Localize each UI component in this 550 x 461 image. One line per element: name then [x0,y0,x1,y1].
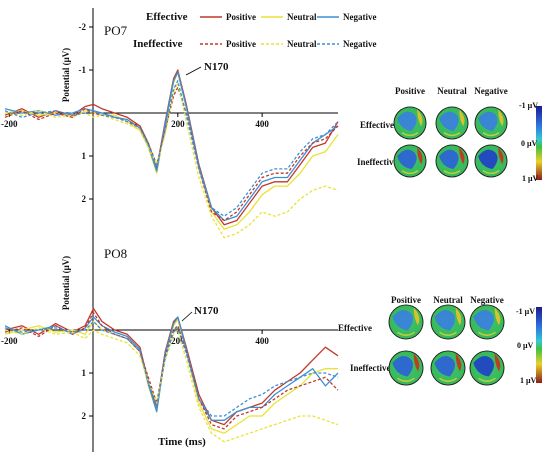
series-po7-ineffective-positive [4,86,339,222]
x-tick-label-po7: 400 [255,119,269,129]
n170-label-po8: N170 [194,305,219,317]
y-axis-title-po8: Potential (μV) [61,256,71,310]
topo-po7-scale-neg1: -1 μV [519,101,538,110]
topo-po8-scale-zero: 0 μV [517,341,534,350]
n170-arrow-po7 [185,66,202,76]
topomap-head-po7 [393,106,427,140]
series-po8-ineffective-neutral [4,327,339,443]
legend-ineffective-negative: Negative [343,39,377,49]
legend-effective-negative: Negative [343,12,377,22]
topomap-head-po8 [469,304,505,340]
series-po8-ineffective-positive [4,312,339,430]
x-axis-title: Time (ms) [158,436,206,448]
topo-po7-col-positive: Positive [395,86,425,96]
topomap-head-po8 [388,350,424,386]
x-tick-label-po8: 400 [255,336,269,346]
topo-po8-colorbar [536,307,542,383]
series-po7-ineffective-neutral [4,82,339,239]
topomap-panel-po7: Positive Neutral Negative Effective Inef… [357,86,542,183]
legend-effective-label: Effective [146,11,188,23]
topo-po8-col-negative: Negative [470,295,504,305]
y-tick-label-po7: -2 [79,22,87,32]
x-tick-label-po7: -200 [1,119,18,129]
series-po8-effective-negative [4,316,339,421]
y-tick-label-po8: 2 [82,411,87,421]
topomap-head-po8 [430,350,466,386]
channel-label-po7: PO7 [104,23,128,38]
legend-effective-neutral: Neutral [287,12,317,22]
topo-po8-scale-neg1: -1 μV [516,307,535,316]
channel-label-po8: PO8 [104,246,127,261]
topo-po7-colorbar [536,106,542,180]
topo-po7-row-effective: Effective [360,120,394,130]
topo-po7-row-ineffective: Ineffective [357,157,397,167]
topomap-head-po7 [474,106,508,140]
x-tick-label-po8: 200 [171,336,185,346]
series-po7-effective-positive [4,69,339,226]
topo-po8-col-positive: Positive [391,295,421,305]
y-tick-label-po7: -1 [79,65,87,75]
topo-po8-col-neutral: Neutral [433,295,463,305]
po8-baseline-effective-label: Effective [338,323,372,333]
y-axis-title-po7: Potential (μV) [61,48,71,102]
series-po7-effective-negative [4,71,339,222]
y-tick-label-po8: 1 [82,368,87,378]
topo-po7-scale-pos1: 1 μV [522,174,539,183]
n170-arrow-po8 [181,311,193,322]
series-po8-ineffective-negative [4,320,339,417]
y-tick-label-po7: 1 [82,151,87,161]
topomap-panel-po8: Positive Neutral Negative Ineffective -1… [350,295,542,386]
topomap-head-po7 [435,144,469,178]
topo-po7-col-negative: Negative [474,86,508,96]
series-po7-effective-neutral [4,71,339,230]
topo-po8-scale-pos1: 1 μV [520,376,537,385]
topomap-head-po7 [435,106,469,140]
legend-ineffective-positive: Positive [226,39,256,49]
series-po7-ineffective-negative [4,80,339,217]
topomap-head-po7 [474,144,508,178]
topo-po7-col-neutral: Neutral [437,86,467,96]
topo-po7-scale-zero: 0 μV [521,139,538,148]
legend-ineffective-neutral: Neutral [287,39,317,49]
legend-ineffective-label: Ineffective [133,38,183,50]
y-tick-label-po7: 2 [82,194,87,204]
topomap-head-po8 [430,304,466,340]
series-po8-effective-positive [4,307,339,426]
legend: Effective Ineffective Positive Neutral N… [133,11,377,50]
legend-effective-positive: Positive [226,12,256,22]
topomap-head-po8 [469,350,505,386]
x-tick-label-po8: -200 [1,336,18,346]
n170-label-po7: N170 [204,61,229,73]
topomap-head-po7 [393,144,427,178]
x-tick-label-po7: 200 [171,119,185,129]
topo-po8-row-ineffective: Ineffective [350,363,390,373]
topomap-head-po8 [388,304,424,340]
